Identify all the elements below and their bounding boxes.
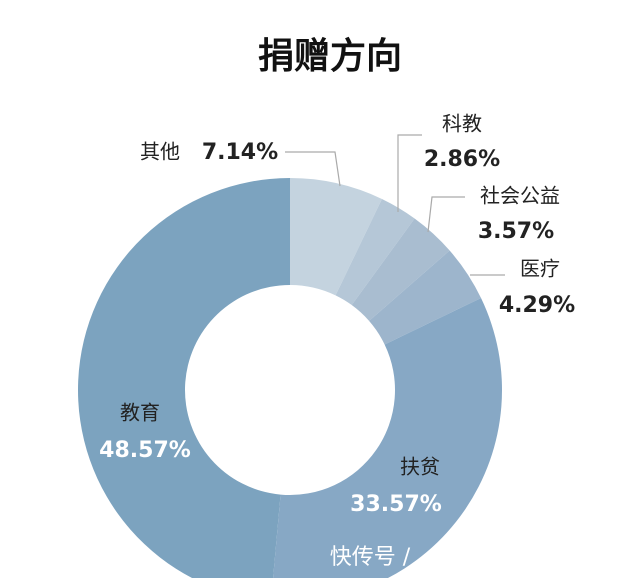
donut-segment bbox=[290, 178, 382, 296]
value-label: 3.57% bbox=[478, 219, 554, 244]
segment-name: 教育 bbox=[120, 401, 160, 425]
donut-segment bbox=[273, 298, 502, 578]
leader-line bbox=[427, 196, 465, 233]
value-label: 2.86% bbox=[424, 147, 500, 172]
donut-segment bbox=[335, 198, 415, 306]
value-label: 33.57% bbox=[350, 492, 442, 517]
segment-name: 其他 bbox=[140, 140, 180, 164]
leader-line bbox=[285, 151, 341, 187]
segment-name: 科教 bbox=[442, 112, 482, 136]
value-label: 7.14% bbox=[202, 140, 278, 165]
segment-name: 社会公益 bbox=[480, 184, 560, 208]
donut-segment bbox=[78, 178, 290, 578]
donut-segment bbox=[351, 218, 450, 321]
segment-name: 扶贫 bbox=[400, 455, 440, 479]
segment-name: 医疗 bbox=[520, 257, 560, 281]
value-label: 48.57% bbox=[99, 438, 191, 463]
value-label: 4.29% bbox=[499, 293, 575, 318]
donut-segment bbox=[369, 250, 482, 345]
leader-line bbox=[397, 134, 422, 212]
chart-title: 捐赠方向 bbox=[258, 36, 402, 77]
watermark: 快传号 / bbox=[330, 545, 411, 570]
